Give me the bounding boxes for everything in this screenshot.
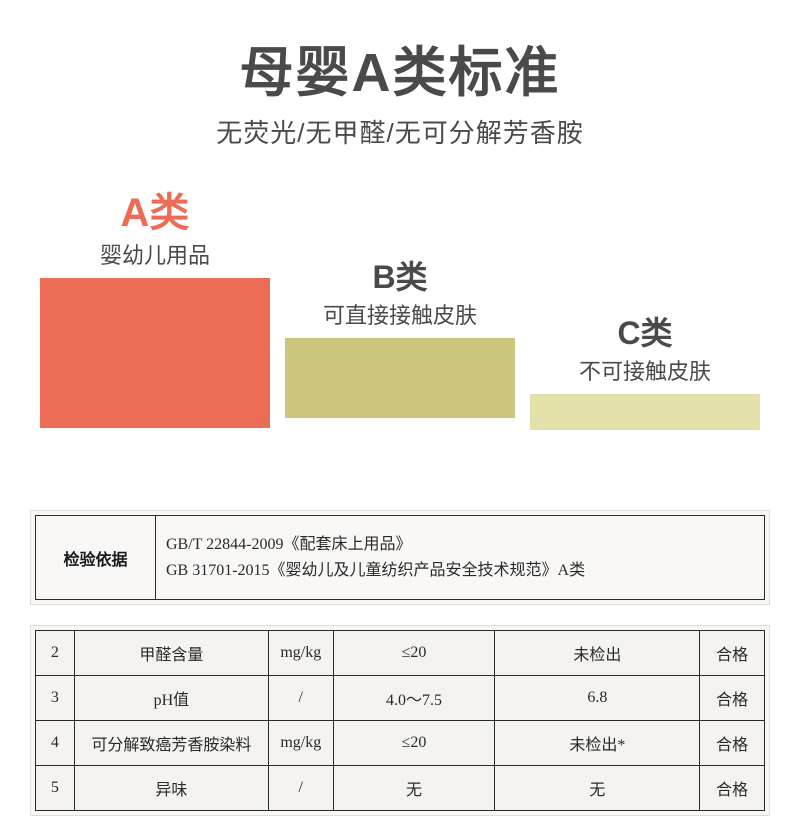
row-number: 2 (36, 631, 75, 676)
row-result: 无 (495, 766, 700, 811)
table-row: 5异味/无无合格 (36, 766, 765, 811)
basis-label: 检验依据 (36, 516, 156, 599)
row-verdict: 合格 (700, 631, 765, 676)
table-row: 2甲醛含量mg/kg≤20未检出合格 (36, 631, 765, 676)
row-number: 3 (36, 676, 75, 721)
category-c-desc: 不可接触皮肤 (530, 354, 760, 386)
table-row: 4可分解致癌芳香胺染料mg/kg≤20未检出*合格 (36, 721, 765, 766)
category-a-block (40, 278, 270, 428)
inspection-basis-box: 检验依据 GB/T 22844-2009《配套床上用品》 GB 31701-20… (30, 510, 770, 605)
basis-text: GB/T 22844-2009《配套床上用品》 GB 31701-2015《婴幼… (156, 516, 764, 599)
subtitle: 无荧光/无甲醛/无可分解芳香胺 (0, 113, 800, 150)
row-unit: / (268, 676, 333, 721)
basis-line-1: GB/T 22844-2009《配套床上用品》 (166, 532, 754, 558)
header: 母婴A类标准 无荧光/无甲醛/无可分解芳香胺 (0, 0, 800, 150)
basis-line-2: GB 31701-2015《婴幼儿及儿童纺织产品安全技术规范》A类 (166, 558, 754, 584)
category-c: C类 不可接触皮肤 (530, 308, 760, 430)
category-b-title: B类 (285, 252, 515, 298)
row-unit: / (268, 766, 333, 811)
category-b: B类 可直接接触皮肤 (285, 252, 515, 418)
table-row: 3pH值/4.0～7.56.8合格 (36, 676, 765, 721)
row-limit: ≤20 (333, 721, 495, 766)
inspection-basis-row: 检验依据 GB/T 22844-2009《配套床上用品》 GB 31701-20… (35, 515, 765, 600)
category-a-title: A类 (40, 180, 270, 238)
row-limit: 4.0～7.5 (333, 676, 495, 721)
category-chart: A类 婴幼儿用品 B类 可直接接触皮肤 C类 不可接触皮肤 (40, 180, 760, 470)
main-title: 母婴A类标准 (0, 28, 800, 107)
row-number: 4 (36, 721, 75, 766)
row-unit: mg/kg (268, 631, 333, 676)
row-unit: mg/kg (268, 721, 333, 766)
category-c-title: C类 (530, 308, 760, 354)
row-verdict: 合格 (700, 676, 765, 721)
row-limit: ≤20 (333, 631, 495, 676)
row-limit: 无 (333, 766, 495, 811)
row-result: 未检出 (495, 631, 700, 676)
category-b-desc: 可直接接触皮肤 (285, 298, 515, 330)
row-verdict: 合格 (700, 766, 765, 811)
row-item: 异味 (74, 766, 268, 811)
row-item: 甲醛含量 (74, 631, 268, 676)
category-b-block (285, 338, 515, 418)
category-c-block (530, 394, 760, 430)
row-number: 5 (36, 766, 75, 811)
row-result: 6.8 (495, 676, 700, 721)
row-item: pH值 (74, 676, 268, 721)
category-a-desc: 婴幼儿用品 (40, 238, 270, 270)
row-verdict: 合格 (700, 721, 765, 766)
row-item: 可分解致癌芳香胺染料 (74, 721, 268, 766)
category-a: A类 婴幼儿用品 (40, 180, 270, 428)
row-result: 未检出* (495, 721, 700, 766)
test-results-table: 2甲醛含量mg/kg≤20未检出合格3pH值/4.0～7.56.8合格4可分解致… (30, 625, 770, 816)
